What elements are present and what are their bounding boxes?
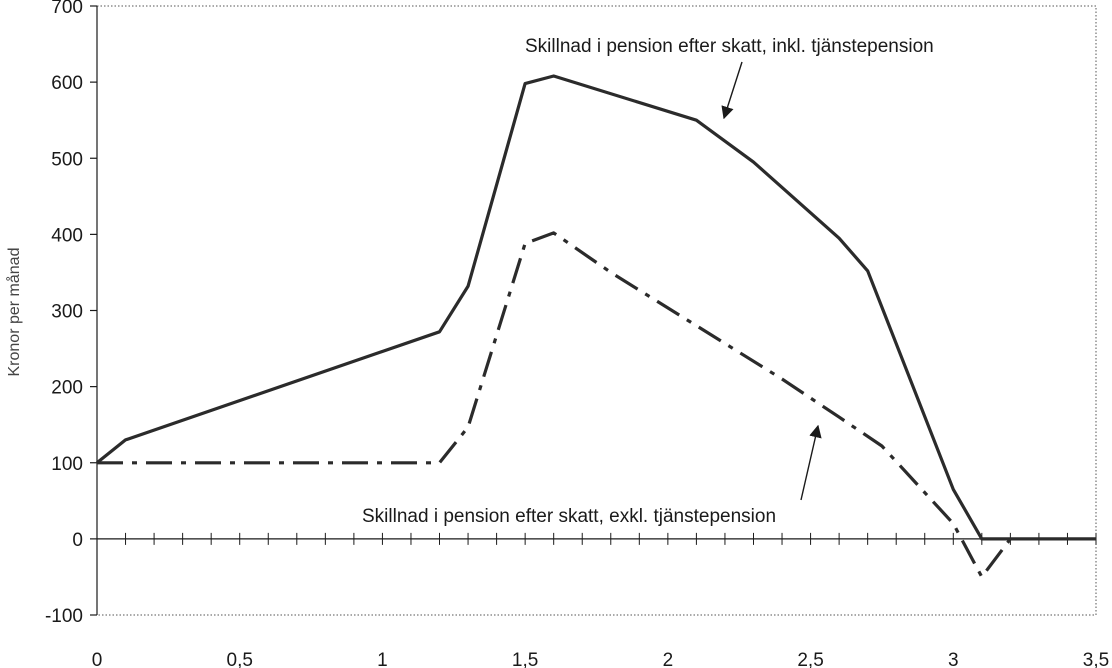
series-line-1 — [95, 74, 1096, 541]
y-tick-label: 100 — [51, 454, 83, 475]
series-layer — [95, 74, 1096, 579]
y-axis-title: Kronor per månad — [5, 248, 23, 377]
x-tick-label: 1,5 — [512, 650, 538, 668]
x-tick-label: 0,5 — [227, 650, 253, 668]
annotation-exkl: Skillnad i pension efter skatt, exkl. tj… — [362, 506, 776, 527]
y-tick-label: 600 — [51, 73, 83, 94]
x-tick-label: 3 — [948, 650, 959, 668]
y-tick-label: -100 — [45, 606, 83, 627]
y-tick-label: 700 — [51, 0, 83, 18]
annotation-inkl: Skillnad i pension efter skatt, inkl. tj… — [525, 36, 934, 57]
annotation-arrow-exkl — [800, 424, 822, 501]
y-tick-label: 400 — [51, 225, 83, 246]
x-tick-label: 1 — [377, 650, 388, 668]
x-tick-label: 2,5 — [797, 650, 823, 668]
zero-axis — [96, 532, 1097, 545]
x-tick-label: 3,5 — [1083, 650, 1109, 668]
y-tick-label: 200 — [51, 378, 83, 399]
annotation-arrow-inkl — [721, 61, 743, 120]
x-tick-label: 0 — [92, 650, 103, 668]
y-axis: -100 0 100 200 300 400 500 600 700 — [45, 0, 98, 627]
x-tick-label: 2 — [663, 650, 674, 668]
x-axis: 0 0,5 1 1,5 2 2,5 3 3,5 — [92, 650, 1110, 668]
y-tick-label: 300 — [51, 302, 83, 323]
plot-area — [96, 5, 1097, 616]
y-tick-label: 500 — [51, 149, 83, 170]
y-tick-label: 0 — [72, 530, 83, 551]
